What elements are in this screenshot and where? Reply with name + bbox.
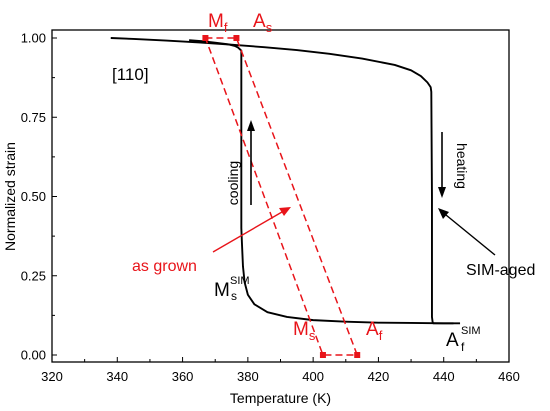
y-axis-label: Normalized strain (2, 142, 18, 251)
series-layer (110, 37, 461, 356)
ms-sim-label: M (214, 280, 230, 301)
sim-aged-arrow-head (438, 208, 449, 219)
series-line-sim-aged-cooling (189, 39, 454, 325)
ms-sim-sub: s (231, 289, 237, 303)
y-axis-ticks: 0.00 0.25 0.50 0.75 1.00 (21, 31, 57, 363)
x-tick-label: 440 (433, 369, 455, 384)
x-tick-label: 320 (41, 369, 63, 384)
x-tick-label: 420 (368, 369, 390, 384)
y-tick-label: 0.25 (21, 268, 46, 283)
af-label-sub: f (379, 328, 383, 343)
marker-as (233, 35, 240, 41)
af-label-main: A (366, 319, 379, 340)
as-label-sub: s (266, 20, 273, 35)
marker-layer (202, 35, 361, 358)
marker-mf (202, 35, 209, 41)
y-tick-label: 0.50 (21, 189, 46, 204)
heating-label: heating (454, 143, 470, 189)
mf-label-sub: f (224, 20, 228, 35)
mf-label-main: M (208, 11, 224, 32)
af-sim-main: A (446, 330, 459, 351)
ms-label-main: M (293, 319, 309, 340)
x-tick-label: 400 (302, 369, 324, 384)
cooling-label: cooling (225, 161, 241, 205)
x-tick-label: 460 (498, 369, 520, 384)
y-tick-label: 0.75 (21, 110, 46, 125)
ms-sim-sup: SIM (230, 275, 250, 287)
cooling-arrow-head (247, 120, 255, 131)
as-label: As (253, 11, 273, 35)
y-tick-label: 1.00 (21, 31, 46, 46)
x-tick-label: 340 (106, 369, 128, 384)
sim-aged-label: SIM-aged (466, 262, 535, 279)
panel-label: [110] (112, 65, 149, 84)
x-tick-label: 380 (237, 369, 259, 384)
marker-af (354, 352, 361, 358)
as-grown-arrow-head (279, 207, 291, 216)
sim-aged-arrow-shaft (445, 214, 496, 256)
af-sim-sup: SIM (461, 325, 481, 337)
mf-label: Mf (208, 11, 228, 35)
ms-label: Ms (293, 319, 316, 343)
ms-sim-main: M (214, 280, 230, 301)
as-label-main: A (253, 11, 266, 32)
ms-label-sub: s (309, 328, 316, 343)
af-sim-sub: f (461, 340, 465, 354)
af-label: Af (366, 319, 383, 343)
x-tick-label: 360 (172, 369, 194, 384)
af-sim-label: A (446, 330, 459, 351)
marker-ms (319, 352, 326, 358)
as-grown-label: as grown (132, 258, 197, 275)
y-tick-label: 0.00 (21, 348, 46, 363)
series-line-sim-aged (110, 37, 461, 325)
x-axis-ticks: 320 340 360 380 400 420 440 460 (41, 357, 520, 384)
as-grown-arrow-shaft (212, 211, 283, 253)
heating-arrow-head (438, 187, 446, 198)
series-line-as-grown (204, 37, 358, 356)
x-axis-label: Temperature (K) (230, 390, 331, 406)
